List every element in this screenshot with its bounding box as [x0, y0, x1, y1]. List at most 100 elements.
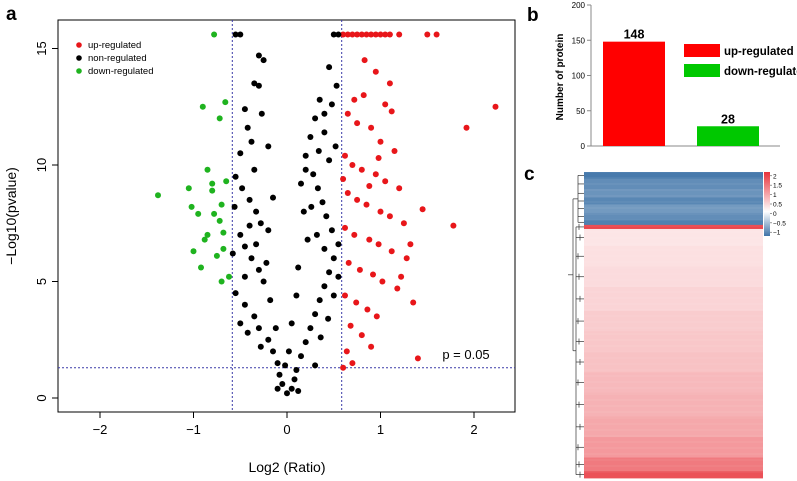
- non-regulated-point: [282, 362, 289, 369]
- non-regulated-point: [232, 31, 239, 38]
- heatmap-row: [584, 246, 763, 267]
- up-regulated-point: [344, 31, 351, 38]
- up-regulated-point: [414, 355, 421, 362]
- non-regulated-point: [241, 301, 248, 308]
- down-regulated-point: [209, 180, 216, 187]
- up-regulated-point: [340, 176, 347, 182]
- down-regulated-point: [198, 264, 204, 271]
- up-regulated-point: [450, 222, 457, 229]
- up-regulated-point: [419, 206, 426, 213]
- non-regulated-point: [288, 385, 295, 392]
- non-regulated-point: [302, 339, 309, 346]
- non-regulated-point: [295, 388, 302, 394]
- up-regulated-point: [388, 108, 395, 115]
- up-regulated-point: [349, 31, 356, 38]
- up-regulated-point: [398, 273, 405, 280]
- pvalue-annotation: p = 0.05: [442, 347, 489, 362]
- non-regulated-point: [330, 292, 337, 299]
- non-regulated-point: [232, 173, 239, 180]
- up-regulated-point: [340, 31, 347, 38]
- non-regulated-point: [274, 360, 281, 367]
- non-regulated-point: [293, 367, 300, 373]
- non-regulated-point: [300, 208, 307, 215]
- heatmap-row: [584, 372, 763, 394]
- bar-y-axis: 0 50 100 150 200: [572, 1, 592, 151]
- panel-a-letter: a: [6, 4, 17, 25]
- non-regulated-point: [321, 283, 328, 290]
- up-regulated-point: [463, 124, 470, 131]
- up-regulated-point: [368, 31, 375, 38]
- legend-up-label: up-regulated: [88, 40, 141, 51]
- heatmap-row: [584, 204, 763, 214]
- non-regulated-point: [291, 376, 298, 383]
- down-regulated-point: [190, 248, 197, 255]
- down-regulated-point: [220, 245, 227, 252]
- non-regulated-point: [328, 227, 335, 234]
- bar-y-tick-label: 100: [572, 72, 586, 81]
- non-regulated-point: [295, 264, 302, 271]
- non-regulated-point: [308, 203, 315, 210]
- non-regulated-point: [298, 180, 304, 187]
- heatmap-row: [584, 266, 763, 288]
- non-regulated-point: [326, 269, 333, 276]
- x-tick-label: −2: [93, 422, 108, 437]
- down-regulated-point: [223, 178, 230, 185]
- heatmap-row: [584, 310, 763, 332]
- non-regulated-point: [293, 292, 300, 299]
- down-regulated-point: [218, 201, 225, 208]
- non-regulated-point: [312, 362, 319, 369]
- up-regulated-point: [382, 101, 389, 108]
- up-regulated-point: [372, 31, 379, 38]
- panel-c-heatmap: c 2 1.5 1 0.5 0 −0.5 −1: [524, 164, 786, 479]
- non-regulated-point: [255, 52, 262, 59]
- non-regulated-point: [246, 196, 253, 203]
- up-regulated-point: [377, 208, 384, 215]
- down-regulated-point: [185, 185, 192, 192]
- bar-legend-up-label: up-regulated: [724, 46, 794, 58]
- down-regulated-point: [209, 187, 216, 194]
- non-regulated-point: [325, 315, 332, 322]
- color-key-tick-label: 1: [773, 192, 777, 199]
- down-regulated-point: [222, 99, 229, 106]
- down-regulated-point: [216, 217, 223, 224]
- up-regulated-point: [343, 348, 350, 355]
- up-regulated-point: [351, 231, 358, 238]
- down-regulated-point: [211, 31, 218, 38]
- up-regulated-point: [407, 241, 414, 248]
- legend-up-marker: [76, 42, 82, 48]
- color-key-tick-label: −1: [773, 230, 781, 237]
- down-regulated-point: [201, 236, 208, 243]
- up-regulated-point: [366, 236, 373, 243]
- non-regulated-point: [237, 320, 244, 327]
- non-regulated-point: [251, 166, 258, 173]
- heatmap-row: [584, 457, 763, 472]
- up-regulated-point: [375, 241, 382, 248]
- up-regulated-point: [382, 31, 389, 38]
- non-regulated-point: [312, 311, 319, 318]
- non-regulated-point: [241, 273, 248, 280]
- color-key-tick-label: 2: [773, 173, 777, 180]
- up-regulated-point: [424, 31, 431, 38]
- non-regulated-point: [313, 231, 320, 238]
- heatmap-cells: [584, 171, 763, 479]
- up-regulated-point: [372, 171, 379, 178]
- volcano-legend: up-regulated non-regulated down-regulate…: [76, 40, 154, 77]
- non-regulated-point: [248, 255, 255, 262]
- up-regulated-point: [344, 190, 351, 196]
- up-regulated-point: [347, 322, 354, 329]
- non-regulated-point: [330, 31, 337, 38]
- x-tick-label: −1: [186, 422, 201, 437]
- heatmap-row: [584, 219, 763, 226]
- up-regulated-point: [349, 360, 356, 367]
- non-regulated-point: [265, 336, 272, 343]
- heatmap-row: [584, 212, 763, 221]
- bar-y-tick-label: 150: [572, 36, 586, 45]
- legend-down-label: down-regulated: [88, 66, 154, 77]
- non-regulated-point: [302, 166, 309, 173]
- non-regulated-point: [237, 31, 244, 38]
- bar-y-tick-label: 0: [581, 142, 586, 151]
- up-regulated-point: [368, 343, 375, 350]
- up-regulated-point: [342, 292, 348, 299]
- non-regulated-point: [253, 241, 260, 248]
- up-regulated-point: [492, 103, 499, 110]
